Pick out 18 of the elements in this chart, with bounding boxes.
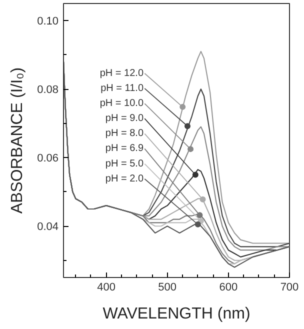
x-axis-title: WAVELENGTH (nm) (102, 306, 250, 322)
y-tick-label: 0.06 (37, 152, 59, 165)
annotation: pH = 11.0 (100, 82, 144, 94)
y-tick-label: 0.04 (37, 221, 59, 234)
annotation: pH = 10.0 (100, 98, 144, 110)
x-tick-label: 700 (280, 282, 299, 294)
y-axis-title: ABSORBANCE (I/I₀) (9, 67, 26, 214)
annotation: pH = 5.0 (105, 158, 144, 170)
x-tick-label: 600 (219, 282, 238, 294)
x-tick-label: 400 (97, 282, 116, 294)
annotation: pH = 6.9 (105, 143, 144, 154)
x-tick-label: 500 (158, 282, 177, 294)
y-tick-label: 0.08 (37, 84, 59, 96)
annotation: pH = 2.0 (105, 173, 144, 184)
y-tick-label: 0.10 (37, 16, 59, 28)
annotation: pH = 9.0 (105, 113, 144, 124)
annotation: pH = 8.0 (105, 128, 144, 140)
annotation: pH = 12.0 (100, 68, 144, 79)
